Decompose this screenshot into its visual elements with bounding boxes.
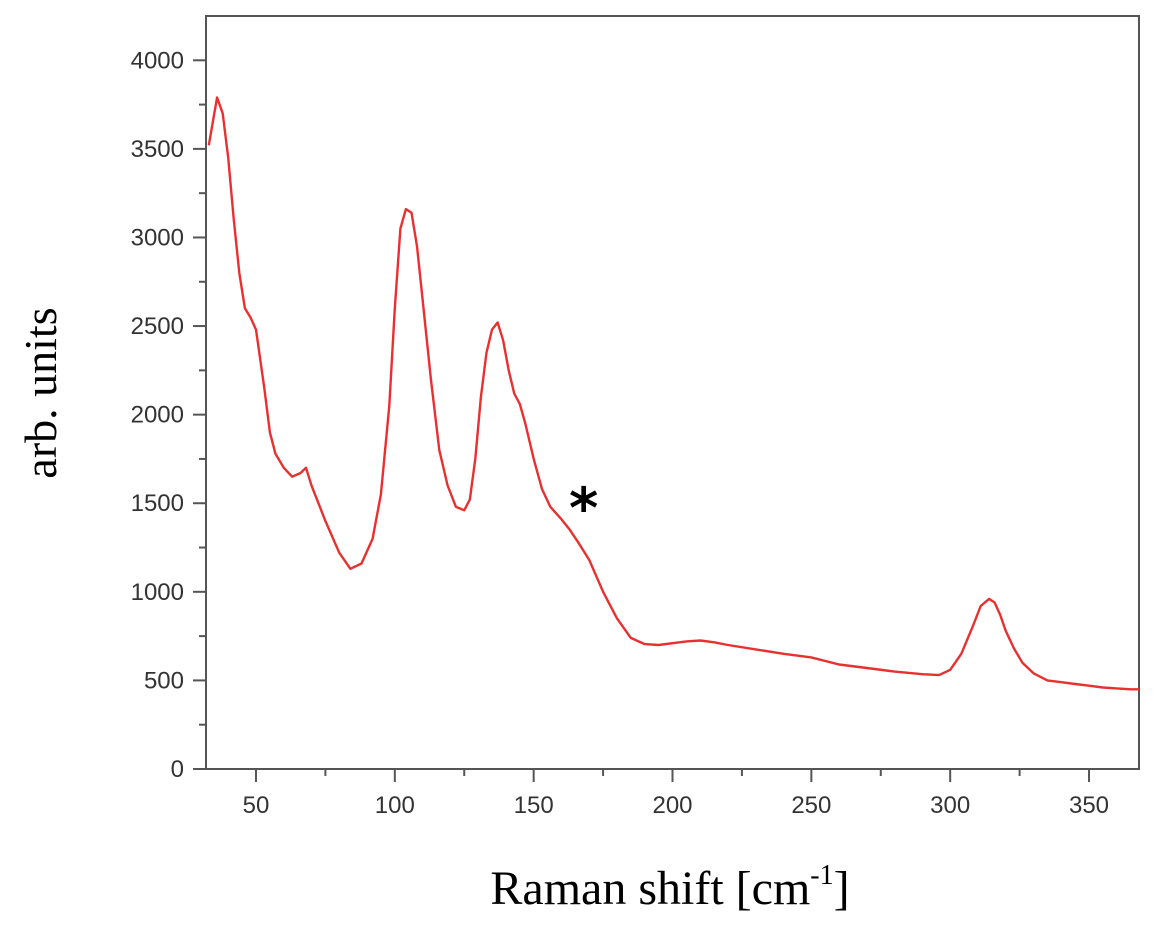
x-tick-label: 250	[791, 792, 831, 819]
y-tick-label: 0	[171, 756, 184, 783]
tick-labels: 50 100 150 200 250 300 35005001000150020002500…	[131, 47, 1109, 819]
x-tick-label: 50	[243, 792, 270, 819]
y-tick-label: 3500	[131, 136, 184, 163]
x-tick-label: 350	[1069, 792, 1109, 819]
x-tick-label: 200	[652, 792, 692, 819]
y-tick-label: 4000	[131, 47, 184, 74]
x-axis-title-bracket: ]	[834, 862, 850, 915]
x-axis-title-main: Raman shift [cm	[490, 862, 810, 915]
y-tick-label: 1500	[131, 490, 184, 517]
y-axis-title: arb. units	[15, 307, 66, 478]
y-tick-label: 500	[144, 667, 184, 694]
y-tick-label: 2500	[131, 313, 184, 340]
x-axis-title: Raman shift [cm-1]	[490, 860, 849, 915]
y-tick-label: 2000	[131, 402, 184, 429]
peak-annotation-asterisk: *	[569, 477, 598, 542]
x-tick-label: 150	[514, 792, 554, 819]
plot-frame	[205, 15, 1140, 770]
y-tick-label: 3000	[131, 224, 184, 251]
axis-ticks	[193, 59, 1091, 782]
x-axis-title-superscript: -1	[810, 860, 833, 891]
x-tick-label: 300	[930, 792, 970, 819]
spectrum-line	[207, 96, 1139, 691]
y-tick-label: 1000	[131, 579, 184, 606]
x-tick-label: 100	[375, 792, 415, 819]
